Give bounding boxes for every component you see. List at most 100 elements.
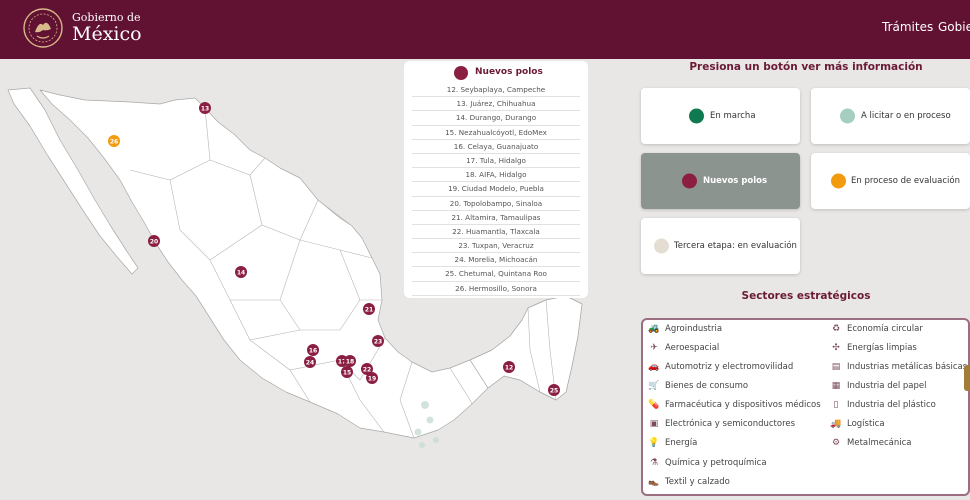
paper-icon: ▦ <box>831 381 841 391</box>
marker-25[interactable]: 25 <box>548 384 560 396</box>
sector-energia[interactable]: 💡 Energía <box>648 438 698 448</box>
legend-item: 13. Juárez, Chihuahua <box>412 97 580 112</box>
cart-icon: 🛒 <box>648 381 660 391</box>
sector-energias-limpias[interactable]: ✣ Energías limpias <box>829 343 917 359</box>
marker-22[interactable]: 22 <box>361 363 373 375</box>
legend-item: 23. Tuxpan, Veracruz <box>412 239 580 254</box>
legend-item: 14. Durango, Durango <box>412 111 580 126</box>
legend-item: 21. Altamira, Tamaulipas <box>412 211 580 225</box>
legend-title: Nuevos polos <box>475 67 543 77</box>
sector-electronica[interactable]: ▣ Electrónica y semiconductores <box>647 419 795 435</box>
svg-text:13: 13 <box>201 106 209 113</box>
marker-16[interactable]: 16 <box>307 344 319 356</box>
svg-text:26: 26 <box>110 139 118 146</box>
new-poles-dot-icon <box>454 66 468 80</box>
legend-item: 18. AIFA, Hidalgo <box>412 168 580 183</box>
marker-19[interactable]: 19 <box>366 372 378 384</box>
legend-item: 19. Ciudad Modelo, Puebla <box>412 182 580 197</box>
wind-turbine-icon: ✣ <box>832 343 840 353</box>
truck-icon: 🚚 <box>830 419 842 429</box>
svg-text:24: 24 <box>306 360 314 367</box>
svg-text:23: 23 <box>374 339 382 346</box>
marker-21[interactable]: 21 <box>363 303 375 315</box>
legend-item: 22. Huamantla, Tlaxcala <box>412 225 580 240</box>
nav-tramites[interactable]: Trámites <box>882 20 934 34</box>
button-label: En proceso de evaluación <box>851 176 960 186</box>
svg-text:21: 21 <box>365 307 373 314</box>
sector-farmaceutica[interactable]: 💊 Farmacéutica y dispositivos médicos <box>648 400 821 410</box>
map-markers: 13 26 20 14 21 23 16 24 17 18 15 22 19 1… <box>108 102 560 396</box>
tercera-etapa-button[interactable]: Tercera etapa: en evaluación <box>641 218 800 274</box>
tractor-icon: 🚜 <box>648 324 660 334</box>
button-label: En marcha <box>710 111 756 121</box>
marker-12[interactable]: 12 <box>503 361 515 373</box>
sector-economia-circular[interactable]: ♻ Economía circular <box>829 324 923 340</box>
steel-icon: ▤ <box>831 362 841 372</box>
marker-20[interactable]: 20 <box>148 235 160 247</box>
legend-item: 16. Celaya, Guanajuato <box>412 140 580 154</box>
sector-plastico[interactable]: ▯ Industria del plástico <box>829 400 936 416</box>
recycle-icon: ♻ <box>831 324 841 334</box>
en-evaluacion-button[interactable]: En proceso de evaluación <box>811 153 970 209</box>
flask-icon: ⚗ <box>649 458 659 468</box>
legend-item: 17. Tula, Hidalgo <box>412 154 580 169</box>
beige-dot-icon <box>654 238 669 254</box>
legend-item: 15. Nezahualcóyotl, EdoMex <box>412 126 580 140</box>
en-marcha-button[interactable]: En marcha <box>641 88 800 144</box>
svg-text:19: 19 <box>368 376 376 383</box>
maroon-dot-icon <box>682 173 697 189</box>
button-label: A licitar o en proceso <box>861 111 951 121</box>
brand-logo[interactable]: Gobierno de México <box>72 11 142 45</box>
sector-textil[interactable]: 👞 Textil y calzado <box>648 477 730 487</box>
sector-papel[interactable]: ▦ Industria del papel <box>829 381 927 397</box>
svg-text:18: 18 <box>346 359 354 366</box>
sectors-list: 🚜 Agroindustria ✈ Aeroespacial 🚗 Automotriz… <box>641 318 970 496</box>
legend-header: Nuevos polos <box>404 64 588 82</box>
svg-text:25: 25 <box>550 388 558 395</box>
sector-aeroespacial[interactable]: ✈ Aeroespacial <box>647 343 719 359</box>
panel-title: Presiona un botón ver más información <box>689 61 923 73</box>
svg-text:16: 16 <box>309 348 317 355</box>
sector-metalicas-basicas[interactable]: ▤ Industrias metálicas básicas <box>829 362 967 378</box>
marker-23[interactable]: 23 <box>372 335 384 347</box>
bulb-icon: 💡 <box>648 438 660 448</box>
airplane-icon: ✈ <box>650 343 658 353</box>
legend-item: 12. Seybaplaya, Campeche <box>412 83 580 98</box>
marker-26[interactable]: 26 <box>108 135 120 147</box>
chip-icon: ▣ <box>649 419 659 429</box>
sector-metalmecanica[interactable]: ⚙ Metalmecánica <box>829 438 912 454</box>
side-feedback-tab[interactable] <box>964 365 970 391</box>
sector-logistica[interactable]: 🚚 Logística <box>830 419 885 429</box>
svg-text:15: 15 <box>343 370 351 377</box>
svg-text:14: 14 <box>237 270 245 277</box>
svg-text:12: 12 <box>505 365 513 372</box>
car-icon: 🚗 <box>648 362 660 372</box>
button-label: Nuevos polos <box>703 176 768 186</box>
gear-icon: ⚙ <box>831 438 841 448</box>
legend-item: 24. Morelia, Michoacán <box>412 253 580 268</box>
baja-california-state <box>7 87 139 275</box>
orange-dot-icon <box>831 173 846 189</box>
legend-item: 20. Topolobampo, Sinaloa <box>412 197 580 211</box>
brand-line-1: Gobierno de <box>72 11 141 24</box>
new-poles-legend: Nuevos polos 12. Seybaplaya, Campeche 13… <box>404 61 588 298</box>
marker-24[interactable]: 24 <box>304 356 316 368</box>
sectors-title: Sectores estratégicos <box>741 290 871 302</box>
marker-13[interactable]: 13 <box>199 102 211 114</box>
legend-item: 26. Hermosillo, Sonora <box>412 282 580 296</box>
pill-icon: 💊 <box>648 400 660 410</box>
eagle-seal-icon[interactable] <box>22 7 64 49</box>
marker-15[interactable]: 15 <box>341 366 353 378</box>
sector-agroindustria[interactable]: 🚜 Agroindustria <box>648 324 723 334</box>
nuevos-polos-button[interactable]: Nuevos polos <box>641 153 800 209</box>
sector-automotriz[interactable]: 🚗 Automotriz y electromovilidad <box>648 362 794 372</box>
green-dot-icon <box>689 108 704 124</box>
marker-18[interactable]: 18 <box>344 355 356 367</box>
legend-item: 25. Chetumal, Quintana Roo <box>412 267 580 282</box>
marker-14[interactable]: 14 <box>235 266 247 278</box>
sector-bienes-consumo[interactable]: 🛒 Bienes de consumo <box>648 381 749 391</box>
sector-quimica[interactable]: ⚗ Química y petroquímica <box>647 458 767 474</box>
legend-list: 12. Seybaplaya, Campeche 13. Juárez, Chi… <box>412 83 580 296</box>
a-licitar-button[interactable]: A licitar o en proceso <box>811 88 970 144</box>
nav-gobierno[interactable]: Gobie <box>938 20 970 34</box>
